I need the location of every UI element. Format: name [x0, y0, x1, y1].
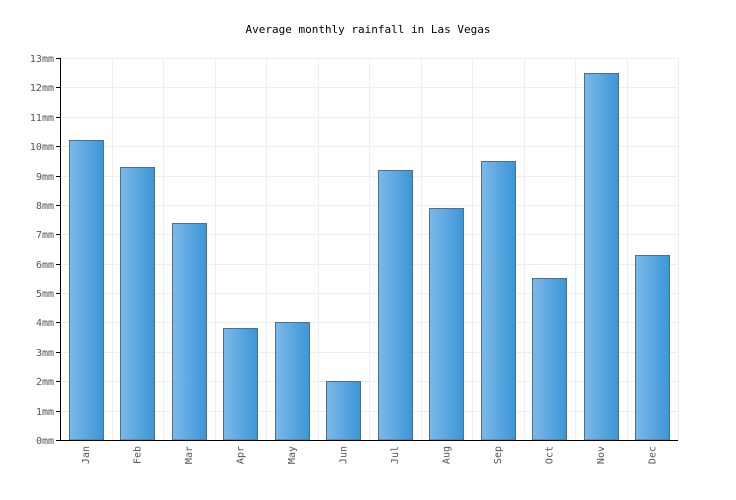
y-tick-label: 2mm	[36, 377, 54, 388]
grid-lines	[60, 58, 679, 440]
y-tick-label: 3mm	[36, 348, 54, 359]
x-tick-label: Oct	[544, 446, 555, 464]
y-tick-label: 7mm	[36, 230, 54, 241]
bars	[69, 73, 670, 441]
bar-dec	[635, 255, 670, 441]
axes	[56, 58, 678, 441]
x-tick-label: Aug	[441, 446, 452, 464]
y-tick-labels: 0mm 1mm 2mm 3mm 4mm 5mm 6mm 7mm 8mm 9mm 10mm 11mm 12…	[30, 54, 54, 447]
y-tick-label: 11mm	[30, 113, 54, 124]
x-tick-label: Jan	[81, 446, 92, 464]
x-tick-label: Jul	[390, 446, 401, 464]
x-tick-label: May	[287, 446, 298, 464]
bar-nov	[584, 73, 619, 441]
x-tick-label: Apr	[235, 446, 246, 464]
x-tick-label: Dec	[647, 446, 658, 464]
bar-apr	[223, 328, 258, 441]
y-tick-label: 0mm	[36, 436, 54, 447]
chart-title: Average monthly rainfall in Las Vegas	[245, 23, 490, 36]
bar-aug	[429, 208, 464, 441]
bar-jan	[69, 140, 104, 441]
y-tick-label: 6mm	[36, 260, 54, 271]
x-tick-label: Nov	[596, 446, 607, 464]
y-tick-label: 13mm	[30, 54, 54, 65]
bar-feb	[120, 167, 155, 441]
x-tick-label: Mar	[184, 446, 195, 464]
y-tick-label: 9mm	[36, 172, 54, 183]
y-tick-label: 10mm	[30, 142, 54, 153]
bar-oct	[532, 278, 567, 441]
x-tick-labels: Jan Feb Mar Apr May Jun Jul Aug Sep Oct Nov Dec	[81, 446, 659, 464]
x-tick-label: Jun	[338, 446, 349, 464]
bar-sep	[481, 161, 516, 441]
bar-may	[275, 322, 310, 441]
x-tick-label: Feb	[132, 446, 143, 464]
y-tick-label: 4mm	[36, 318, 54, 329]
y-tick-label: 12mm	[30, 83, 54, 94]
y-tick-label: 5mm	[36, 289, 54, 300]
y-tick-label: 1mm	[36, 407, 54, 418]
bar-jul	[378, 170, 413, 441]
bar-mar	[172, 223, 207, 441]
x-tick-label: Sep	[493, 446, 504, 464]
bar-jun	[326, 381, 361, 441]
y-tick-label: 8mm	[36, 201, 54, 212]
